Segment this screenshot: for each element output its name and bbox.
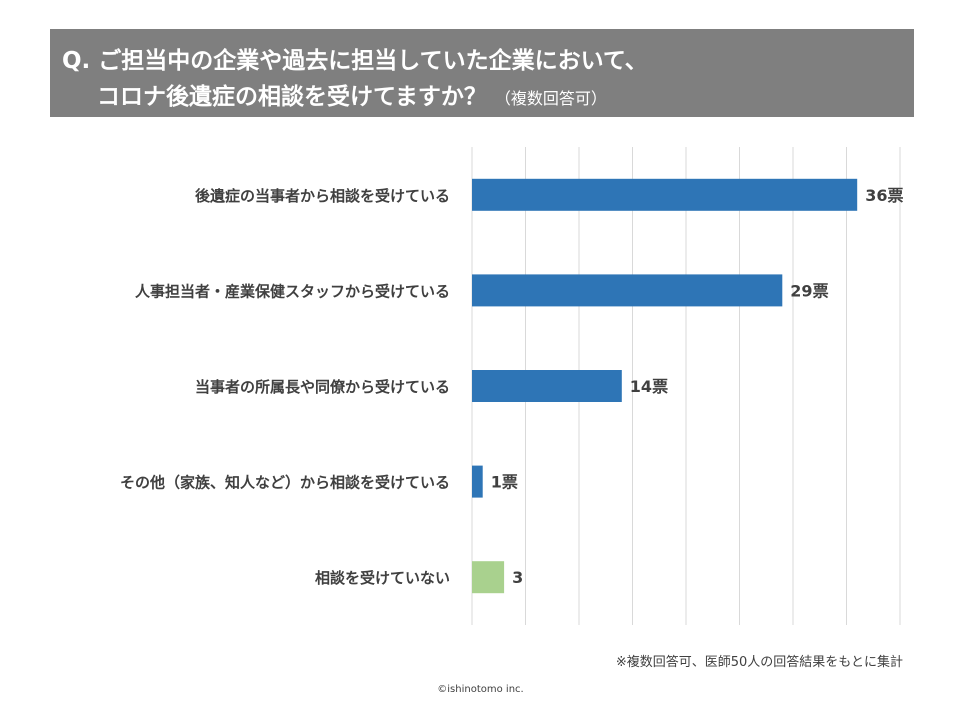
question-subtitle: （複数回答可） <box>494 89 607 108</box>
value-label: 1票 <box>491 473 518 492</box>
copyright: ©ishinotomo inc. <box>437 684 524 695</box>
bar <box>472 561 505 594</box>
bar <box>472 178 858 211</box>
value-label: 3 <box>512 568 523 587</box>
bar <box>472 274 783 307</box>
question-title-line2: コロナ後遺症の相談を受けてますか？ （複数回答可） <box>97 77 607 111</box>
category-label: 人事担当者・産業保健スタッフから受けている <box>135 282 450 300</box>
question-title-line1: Q. ご担当中の企業や過去に担当していた企業において、 <box>62 48 648 74</box>
category-label: 後遺症の当事者から相談を受けている <box>194 187 450 205</box>
footnote: ※複数回答可、医師50人の回答結果をもとに集計 <box>615 655 903 670</box>
value-label: 29票 <box>790 281 828 300</box>
bar <box>472 465 483 498</box>
bar <box>472 370 622 402</box>
category-label: その他（家族、知人など）から相談を受けている <box>120 474 450 492</box>
value-label: 14票 <box>630 377 668 396</box>
value-label: 36票 <box>865 186 903 205</box>
category-label: 相談を受けていない <box>315 569 450 587</box>
category-label: 当事者の所属長や同僚から受けている <box>195 378 450 396</box>
question-title-main: コロナ後遺症の相談を受けてますか？ <box>97 84 487 110</box>
question-header: Q. ご担当中の企業や過去に担当していた企業において、 コロナ後遺症の相談を受け… <box>50 29 914 117</box>
